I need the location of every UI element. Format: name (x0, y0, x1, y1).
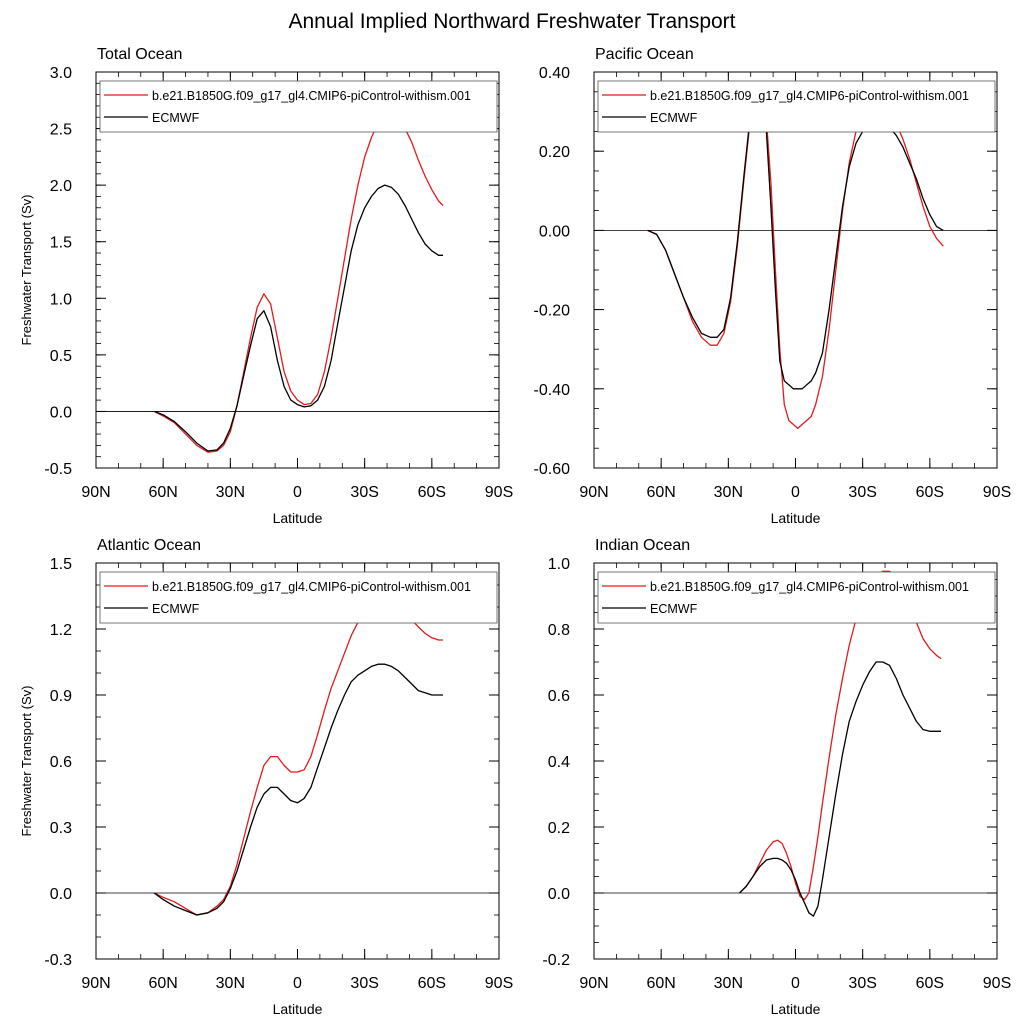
y-tick-label: 0.8 (548, 622, 570, 639)
x-tick-label: 90S (485, 484, 513, 501)
y-tick-label: 1.2 (50, 622, 72, 639)
x-tick-label: 90N (81, 975, 110, 992)
x-tick-label: 30N (216, 484, 245, 501)
x-tick-label: 90N (81, 484, 110, 501)
y-tick-label: 0.20 (539, 144, 570, 161)
x-tick-label: 90N (579, 975, 608, 992)
legend-label: ECMWF (650, 111, 698, 125)
y-tick-label: 2.0 (50, 178, 72, 195)
legend-box (99, 571, 498, 624)
x-tick-label: 30S (350, 975, 378, 992)
legend-label: ECMWF (152, 602, 200, 616)
x-tick-label: 90N (579, 484, 608, 501)
x-tick-label: 0 (293, 975, 302, 992)
legend-box (597, 571, 996, 624)
y-tick-label: -0.5 (44, 461, 72, 478)
y-tick-label: 0.00 (539, 223, 570, 240)
legend-box (99, 80, 498, 133)
chart-panel-indian-ocean: -0.2 0.0 0.2 0.4 0.6 0.8 1.0 90N 60N 30N 0 30S 60S 90… (542, 537, 1011, 1017)
x-axis-label: Latitude (273, 510, 323, 526)
x-axis-label: Latitude (771, 1001, 821, 1017)
y-tick-label: -0.20 (534, 303, 571, 320)
legend-label: b.e21.B1850G.f09_g17_gl4.CMIP6-piControl… (152, 580, 471, 594)
y-tick-label: 1.0 (548, 556, 570, 573)
y-tick-label: 3.0 (50, 65, 72, 82)
legend-box (597, 80, 996, 133)
y-tick-label: 1.5 (50, 235, 72, 252)
x-tick-label: 60S (418, 484, 446, 501)
x-tick-label: 60S (418, 975, 446, 992)
y-tick-label: -0.60 (534, 461, 571, 478)
y-axis-label: Freshwater Transport (Sv) (19, 686, 34, 837)
y-tick-label: -0.3 (44, 952, 72, 969)
x-tick-label: 30N (714, 975, 743, 992)
x-tick-label: 60N (646, 484, 675, 501)
y-tick-label: 2.5 (50, 122, 72, 139)
x-tick-label: 0 (791, 975, 800, 992)
x-tick-label: 90S (983, 975, 1011, 992)
y-tick-label: 0.2 (548, 820, 570, 837)
y-tick-label: 0.6 (50, 754, 72, 771)
x-tick-label: 60N (646, 975, 675, 992)
legend-label: b.e21.B1850G.f09_g17_gl4.CMIP6-piControl… (650, 89, 969, 103)
x-tick-label: 0 (791, 484, 800, 501)
legend-label: ECMWF (650, 602, 698, 616)
y-tick-label: 1.5 (50, 556, 72, 573)
x-axis-label: Latitude (273, 1001, 323, 1017)
y-tick-label: 0.3 (50, 820, 72, 837)
y-axis-label: Freshwater Transport (Sv) (19, 195, 34, 346)
series-line-ecmwf (153, 184, 443, 452)
x-tick-label: 0 (293, 484, 302, 501)
legend-label: ECMWF (152, 111, 200, 125)
x-tick-label: 30N (216, 975, 245, 992)
series-line-ecmwf (153, 663, 443, 916)
y-tick-label: 0.5 (50, 348, 72, 365)
series-line-model (153, 597, 443, 916)
chart-panel-atlantic-ocean: -0.3 0.0 0.3 0.6 0.9 1.2 1.5 90N 60N 30N 0 30S 60S 90… (19, 537, 513, 1017)
x-tick-label: 60N (148, 975, 177, 992)
y-tick-label: 0.6 (548, 688, 570, 705)
chart-panel-pacific-ocean: -0.60 -0.40 -0.20 0.00 0.20 0.40 90N 60N 30N 0 30S… (534, 46, 1012, 526)
y-tick-label: 0.9 (50, 688, 72, 705)
y-tick-label: -0.2 (542, 952, 570, 969)
y-tick-label: 1.0 (50, 291, 72, 308)
y-tick-label: 0.40 (539, 65, 570, 82)
x-tick-label: 30S (848, 484, 876, 501)
x-tick-label: 30S (350, 484, 378, 501)
panel-title: Atlantic Ocean (97, 537, 201, 554)
series-line-ecmwf (739, 661, 941, 917)
x-tick-label: 90S (485, 975, 513, 992)
x-tick-label: 60N (148, 484, 177, 501)
y-tick-label: 0.0 (548, 886, 570, 903)
x-axis-label: Latitude (771, 510, 821, 526)
series-line-model (153, 112, 444, 453)
legend: b.e21.B1850G.f09_g17_gl4.CMIP6-piControl… (597, 571, 996, 624)
legend: b.e21.B1850G.f09_g17_gl4.CMIP6-piControl… (597, 80, 996, 133)
x-tick-label: 30N (714, 484, 743, 501)
legend: b.e21.B1850G.f09_g17_gl4.CMIP6-piControl… (99, 571, 498, 624)
y-tick-label: -0.40 (534, 382, 571, 399)
y-tick-label: 0.4 (548, 754, 570, 771)
legend-label: b.e21.B1850G.f09_g17_gl4.CMIP6-piControl… (650, 580, 969, 594)
x-tick-label: 30S (848, 975, 876, 992)
x-tick-label: 60S (916, 975, 944, 992)
panel-title: Indian Ocean (595, 537, 690, 554)
figure-title: Annual Implied Northward Freshwater Tran… (288, 10, 735, 33)
chart-panel-total-ocean: -0.5 0.0 0.5 1.0 1.5 2.0 2.5 3.0 90N 60N 30N 0 30S 60… (19, 46, 513, 526)
y-tick-label: 0.0 (50, 886, 72, 903)
y-tick-label: 0.0 (50, 404, 72, 421)
legend-label: b.e21.B1850G.f09_g17_gl4.CMIP6-piControl… (152, 89, 471, 103)
panel-title: Pacific Ocean (595, 46, 694, 63)
panel-title: Total Ocean (97, 46, 182, 63)
x-tick-label: 90S (983, 484, 1011, 501)
legend: b.e21.B1850G.f09_g17_gl4.CMIP6-piControl… (99, 80, 498, 133)
x-tick-label: 60S (916, 484, 944, 501)
series-line-model (647, 83, 944, 430)
